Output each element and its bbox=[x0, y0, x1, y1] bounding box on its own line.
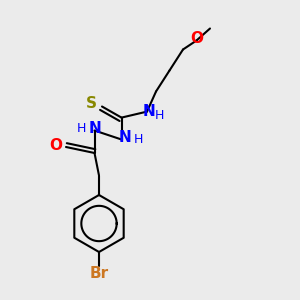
Text: N: N bbox=[88, 121, 101, 136]
Text: S: S bbox=[86, 96, 97, 111]
Text: N: N bbox=[142, 104, 155, 119]
Text: H: H bbox=[133, 133, 143, 146]
Text: N: N bbox=[118, 130, 131, 145]
Text: H: H bbox=[76, 122, 86, 135]
Text: H: H bbox=[155, 109, 165, 122]
Text: O: O bbox=[49, 138, 62, 153]
Text: Br: Br bbox=[89, 266, 109, 280]
Text: O: O bbox=[190, 31, 203, 46]
